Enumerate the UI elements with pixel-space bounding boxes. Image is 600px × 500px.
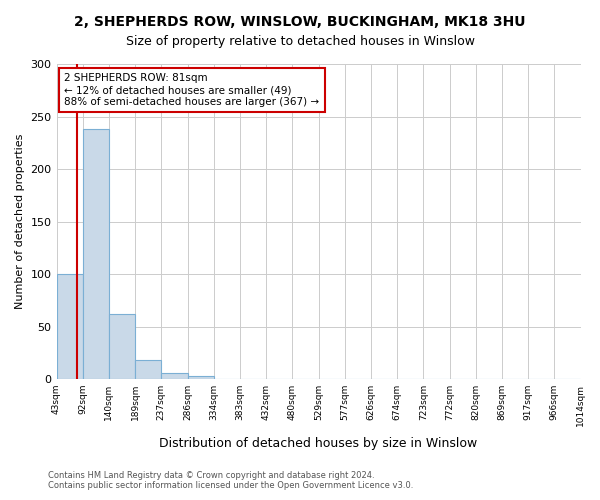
Y-axis label: Number of detached properties: Number of detached properties — [15, 134, 25, 309]
Bar — [83, 129, 109, 379]
X-axis label: Distribution of detached houses by size in Winslow: Distribution of detached houses by size … — [160, 437, 478, 450]
Text: 2 SHEPHERDS ROW: 81sqm
← 12% of detached houses are smaller (49)
88% of semi-det: 2 SHEPHERDS ROW: 81sqm ← 12% of detached… — [64, 74, 320, 106]
Bar — [188, 376, 214, 379]
Bar — [135, 360, 161, 379]
Bar — [161, 372, 188, 379]
Text: 2, SHEPHERDS ROW, WINSLOW, BUCKINGHAM, MK18 3HU: 2, SHEPHERDS ROW, WINSLOW, BUCKINGHAM, M… — [74, 15, 526, 29]
Bar — [56, 274, 83, 379]
Text: Contains HM Land Registry data © Crown copyright and database right 2024.
Contai: Contains HM Land Registry data © Crown c… — [48, 470, 413, 490]
Text: Size of property relative to detached houses in Winslow: Size of property relative to detached ho… — [125, 35, 475, 48]
Bar — [109, 314, 135, 379]
